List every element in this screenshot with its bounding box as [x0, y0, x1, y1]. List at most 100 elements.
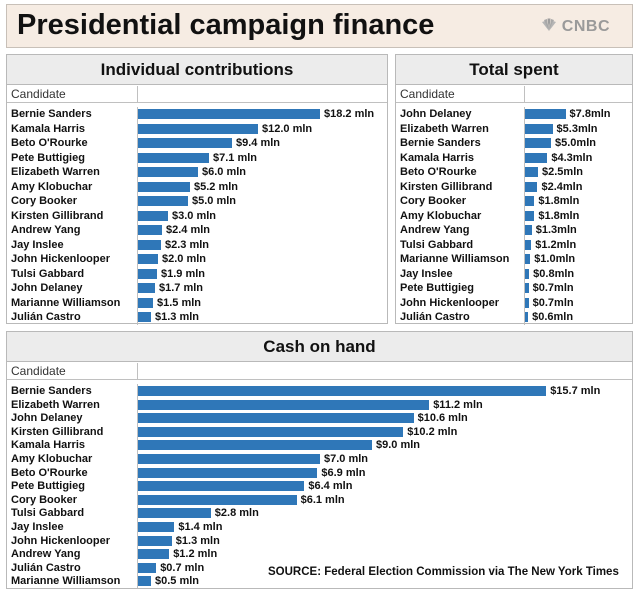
category-label: Julián Castro	[11, 561, 81, 574]
bar	[138, 239, 161, 250]
bar-row: Bernie Sanders $5.0mln	[396, 136, 632, 151]
category-label: Kamala Harris	[400, 151, 474, 164]
axis-line	[137, 107, 138, 325]
data-label: $2.4 mln	[166, 224, 211, 236]
data-label: $6.1 mln	[300, 493, 345, 506]
category-label: Pete Buttigieg	[400, 282, 474, 294]
bar-row: Jay Inslee $0.8mln	[396, 267, 632, 282]
bar-row: Julián Castro $0.6mln	[396, 310, 632, 325]
bar	[525, 196, 535, 206]
panel-title: Individual contributions	[7, 55, 387, 85]
bar-row: John Delaney $10.6 mln	[7, 411, 632, 426]
bar	[138, 562, 157, 573]
category-label: Kamala Harris	[11, 122, 85, 135]
bar	[138, 283, 155, 293]
data-label: $1.8mln	[538, 209, 580, 222]
data-label: $7.8mln	[569, 108, 611, 120]
bar-row: Beto O'Rourke $2.5mln	[396, 165, 632, 180]
category-label: Amy Klobuchar	[11, 453, 93, 465]
bar-row: Amy Klobuchar $1.8mln	[396, 209, 632, 224]
brand-logo: CNBC	[540, 18, 610, 36]
bar	[138, 123, 258, 134]
bar	[138, 196, 188, 206]
bar-row: Elizabeth Warren $6.0 mln	[7, 165, 387, 180]
bar	[138, 399, 430, 410]
bar-row: Amy Klobuchar $5.2 mln	[7, 180, 387, 195]
bar-row: Beto O'Rourke $6.9 mln	[7, 466, 632, 481]
bar	[138, 467, 318, 478]
bar	[138, 426, 404, 437]
data-label: $1.9 mln	[161, 267, 206, 280]
bar-row: Julián Castro $1.3 mln	[7, 310, 387, 325]
bar-row: Bernie Sanders $18.2 mln	[7, 107, 387, 122]
bar-row: John Hickenlooper $0.7mln	[396, 296, 632, 311]
bar	[525, 210, 535, 221]
bar	[525, 225, 532, 235]
category-label: Kirsten Gillibrand	[400, 180, 493, 193]
bar	[525, 239, 532, 250]
data-label: $0.8mln	[533, 267, 575, 280]
data-label: $2.3 mln	[165, 238, 210, 251]
data-label: $5.2 mln	[194, 180, 239, 193]
category-label: Andrew Yang	[11, 548, 81, 561]
column-divider	[137, 86, 138, 102]
category-label: Marianne Williamson	[11, 575, 121, 588]
bar-row: Kirsten Gillibrand $3.0 mln	[7, 209, 387, 224]
bar-row: Kamala Harris $9.0 mln	[7, 438, 632, 453]
data-label: $1.8mln	[538, 195, 580, 207]
data-label: $1.7 mln	[159, 282, 204, 294]
data-label: $6.4 mln	[308, 480, 353, 493]
bar	[138, 413, 414, 424]
data-label: $9.0 mln	[376, 439, 421, 452]
bar	[138, 167, 198, 177]
bar-row: Cory Booker $5.0 mln	[7, 194, 387, 209]
data-label: $2.8 mln	[214, 507, 259, 520]
bar	[525, 123, 553, 134]
bar-row: Pete Buttigieg $6.4 mln	[7, 479, 632, 494]
bar	[138, 576, 151, 587]
bar-row: John Hickenlooper $2.0 mln	[7, 252, 387, 267]
category-label: Tulsi Gabbard	[11, 507, 85, 520]
panel-title: Total spent	[396, 55, 632, 85]
category-label: Bernie Sanders	[11, 385, 92, 397]
bar-row: Marianne Williamson $0.5 mln	[7, 574, 632, 589]
category-label: Cory Booker	[11, 195, 78, 207]
bar	[525, 254, 531, 264]
bar-row: Kirsten Gillibrand $10.2 mln	[7, 425, 632, 440]
bar	[138, 152, 209, 163]
bar	[525, 167, 538, 177]
page-title: Presidential campaign finance	[17, 9, 435, 41]
category-label: Beto O'Rourke	[11, 137, 88, 149]
bar-row: Marianne Williamson $1.5 mln	[7, 296, 387, 311]
bar	[525, 181, 538, 192]
bar-row: John Hickenlooper $1.3 mln	[7, 534, 632, 549]
bar-row: Andrew Yang $1.2 mln	[7, 547, 632, 562]
bar-row: Beto O'Rourke $9.4 mln	[7, 136, 387, 151]
category-label: Marianne Williamson	[11, 296, 121, 309]
category-label: Elizabeth Warren	[400, 122, 489, 135]
category-label: Kamala Harris	[11, 439, 85, 452]
bar-row: Pete Buttigieg $7.1 mln	[7, 151, 387, 166]
bar	[138, 268, 157, 279]
bar-row: Jay Inslee $2.3 mln	[7, 238, 387, 253]
data-label: $5.0 mln	[192, 195, 237, 207]
column-divider	[524, 86, 525, 102]
brand-name: CNBC	[561, 18, 610, 35]
category-label: Andrew Yang	[400, 224, 470, 236]
bar-row: Elizabeth Warren $11.2 mln	[7, 398, 632, 413]
category-label: Bernie Sanders	[400, 137, 481, 149]
category-label: Pete Buttigieg	[11, 480, 85, 493]
data-label: $1.5 mln	[157, 296, 202, 309]
data-label: $2.4mln	[541, 180, 583, 193]
bar	[138, 535, 172, 546]
bar	[138, 297, 153, 308]
bar-row: Cory Booker $6.1 mln	[7, 493, 632, 508]
category-label: Amy Klobuchar	[11, 180, 93, 193]
category-label: Julián Castro	[11, 311, 81, 323]
bar-row: John Delaney $7.8mln	[396, 107, 632, 122]
category-label: Jay Inslee	[11, 238, 64, 251]
data-label: $1.0mln	[534, 253, 576, 265]
data-label: $15.7 mln	[550, 385, 601, 397]
category-label: Pete Buttigieg	[11, 151, 85, 164]
bar-row: Cory Booker $1.8mln	[396, 194, 632, 209]
